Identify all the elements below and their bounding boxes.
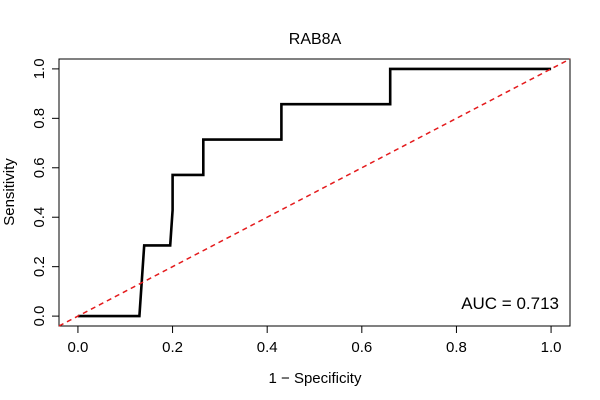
x-tick-label: 1.0 bbox=[541, 339, 562, 356]
y-tick-label: 0.6 bbox=[31, 157, 48, 178]
x-tick-label: 0.6 bbox=[351, 339, 372, 356]
x-tick-label: 0.2 bbox=[162, 339, 183, 356]
y-axis: 0.0 0.2 0.4 0.6 0.8 1.0 bbox=[31, 58, 59, 327]
y-axis-label: Sensitivity bbox=[1, 158, 18, 226]
y-tick-label: 0.0 bbox=[31, 306, 48, 327]
x-axis: 0.0 0.2 0.4 0.6 0.8 1.0 bbox=[67, 326, 562, 356]
x-tick-label: 0.4 bbox=[257, 339, 278, 356]
x-tick-label: 0.8 bbox=[446, 339, 467, 356]
auc-annotation: AUC = 0.713 bbox=[461, 294, 559, 313]
y-tick-label: 0.4 bbox=[31, 207, 48, 228]
roc-curve bbox=[77, 67, 552, 318]
series-layer bbox=[58, 58, 571, 327]
chart-title: RAB8A bbox=[289, 31, 342, 48]
y-tick-label: 0.8 bbox=[31, 108, 48, 129]
reference-diagonal-line bbox=[58, 58, 571, 327]
plot-frame bbox=[58, 58, 571, 327]
x-axis-label: 1 − Specificity bbox=[269, 370, 362, 387]
x-tick-label: 0.0 bbox=[67, 339, 88, 356]
y-tick-label: 1.0 bbox=[31, 58, 48, 79]
y-tick-label: 0.2 bbox=[31, 256, 48, 277]
